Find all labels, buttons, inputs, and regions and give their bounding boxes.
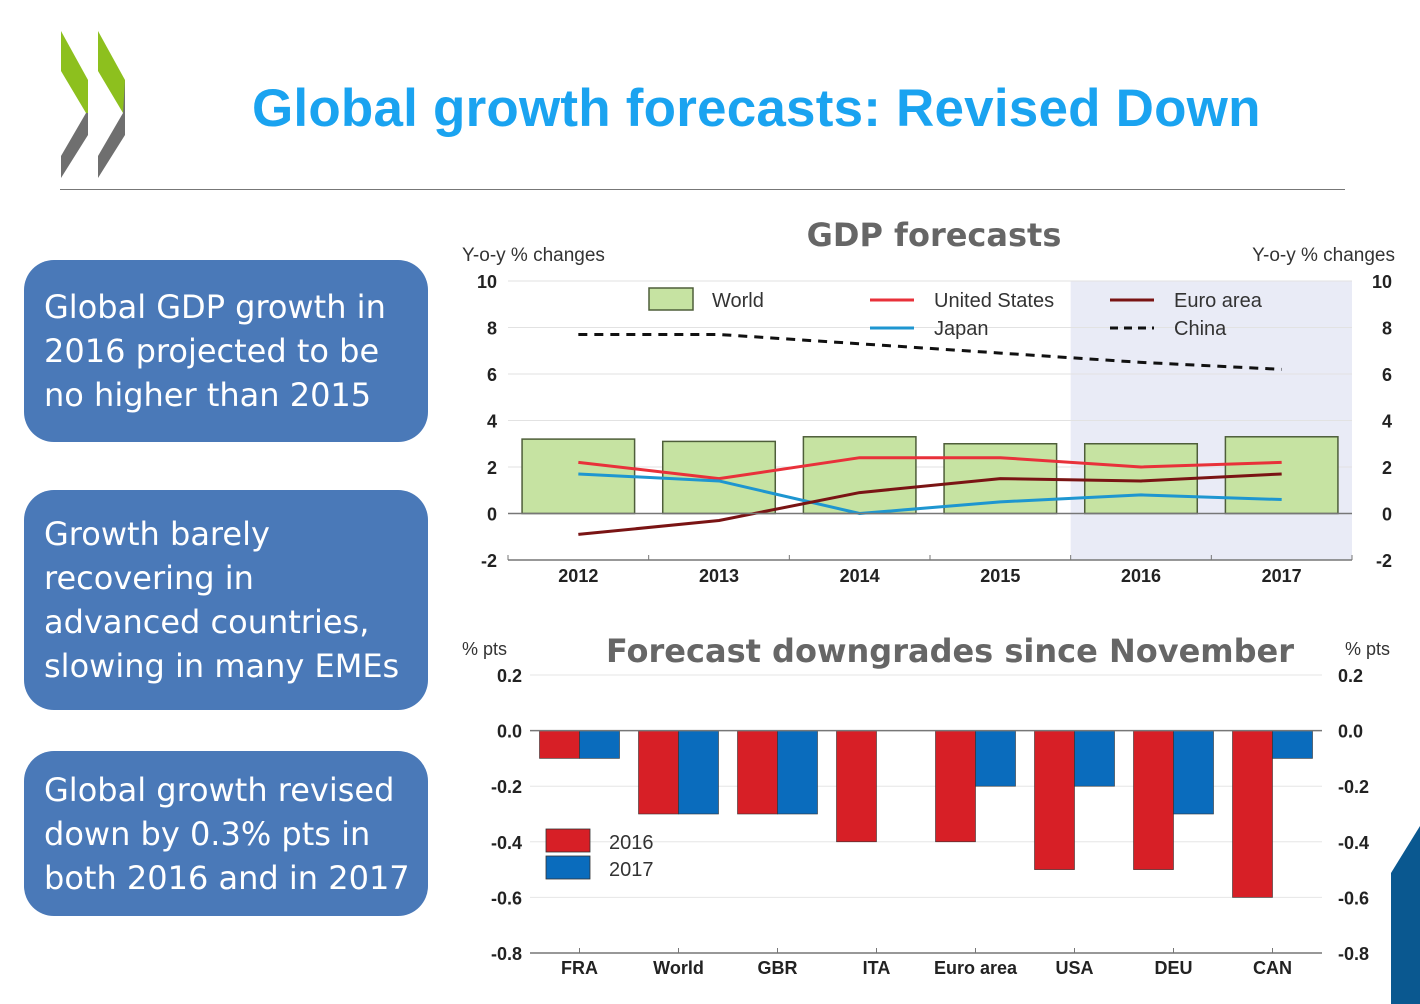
downgrade-bar-2016 — [737, 730, 778, 815]
gdp-ytick-right: -2 — [1376, 551, 1392, 571]
downgrade-ytick-left: -0.4 — [491, 833, 522, 853]
legend-label-china: China — [1174, 318, 1227, 340]
gdp-ytick-left: 2 — [487, 458, 497, 478]
downgrade-bar-2017 — [1074, 730, 1115, 787]
downgrade-bar-2016 — [539, 730, 580, 759]
world-bar — [802, 436, 917, 515]
gdp-x-label: 2013 — [699, 566, 739, 586]
downgrade-x-label: USA — [1055, 958, 1093, 978]
oecd-logo — [61, 31, 125, 178]
legend-label-united-states: United States — [934, 290, 1054, 312]
gdp-ytick-right: 10 — [1372, 272, 1392, 292]
callout-text: Global GDP growth in 2016 projected to b… — [44, 288, 386, 414]
logo-chevron-left-gray — [61, 80, 88, 178]
logo-chevron-right-green — [98, 31, 125, 113]
logo-chevron-right-gray — [98, 80, 125, 178]
gdp-ytick-right: 0 — [1382, 505, 1392, 525]
gdp-ytick-right: 2 — [1382, 458, 1392, 478]
gdp-x-label: 2012 — [558, 566, 598, 586]
downgrade-bar-2017 — [777, 730, 818, 815]
gdp-ytick-left: -2 — [481, 551, 497, 571]
legend-swatch-2016 — [545, 828, 591, 853]
downgrade-ytick-left: 0.2 — [497, 666, 522, 686]
legend-swatch-world — [648, 287, 694, 311]
logo-chevron-left-green — [61, 31, 88, 113]
gdp-forecasts-chart: 10 10 8 8 6 6 4 4 2 2 0 0 -2 -2 2012 2013 2014 2015 2016 20… — [462, 216, 1395, 586]
downgrade-bar-2016 — [1034, 730, 1075, 870]
gdp-ytick-right: 4 — [1382, 412, 1392, 432]
gdp-ytick-left: 4 — [487, 412, 497, 432]
line-euro-area — [578, 472, 1282, 536]
legend-label-2016: 2016 — [609, 832, 654, 854]
callout-text: Growth barely recovering in advanced cou… — [44, 515, 400, 685]
legend-label-japan: Japan — [934, 318, 989, 340]
line-japan — [578, 472, 1282, 515]
callout-advanced-emes: Growth barely recovering in advanced cou… — [24, 490, 428, 710]
legend-swatch-2017 — [545, 855, 591, 880]
forecast-downgrades-chart: 0.2 0.2 0.0 0.0 -0.2 -0.2 -0.4 -0.4 -0.6 -0.6 -0.8… — [462, 632, 1390, 978]
line-united-states — [578, 456, 1282, 481]
gdp-ytick-left: 0 — [487, 505, 497, 525]
gdp-gridlines — [508, 280, 1352, 468]
downgrade-ylabel-left: % pts — [462, 639, 507, 659]
downgrade-x-label: World — [653, 958, 704, 978]
downgrade-ytick-left: -0.6 — [491, 888, 522, 908]
downgrade-ytick-right: 0.2 — [1338, 666, 1363, 686]
callout-text: Global growth revised down by 0.3% pts i… — [44, 770, 410, 897]
callout-gdp-2016: Global GDP growth in 2016 projected to b… — [24, 260, 428, 442]
downgrade-bar-2017 — [678, 730, 719, 815]
downgrade-legend: 2016 2017 — [545, 828, 654, 881]
downgrade-ytick-left: -0.2 — [491, 777, 522, 797]
gdp-ylabel-right: Y-o-y % changes — [1252, 245, 1395, 266]
downgrade-ytick-right: -0.2 — [1338, 777, 1369, 797]
legend-label-2017: 2017 — [609, 859, 654, 881]
downgrade-bar-2017 — [579, 730, 620, 759]
country-lines — [578, 332, 1282, 536]
title-divider — [60, 189, 1345, 190]
downgrade-x-label: ITA — [863, 958, 891, 978]
callout-revised-down: Global growth revised down by 0.3% pts i… — [24, 751, 428, 916]
legend-label-euro-area: Euro area — [1174, 290, 1263, 312]
gdp-ytick-left: 10 — [477, 272, 497, 292]
downgrade-bar-2017 — [1173, 730, 1214, 815]
downgrade-x-label: GBR — [758, 958, 798, 978]
downgrade-bar-2017 — [1272, 730, 1313, 759]
gdp-x-label: 2014 — [840, 566, 880, 586]
gdp-x-label: 2015 — [980, 566, 1020, 586]
slide-title: Global growth forecasts: Revised Down — [252, 79, 1261, 138]
gdp-axes: 10 10 8 8 6 6 4 4 2 2 0 0 -2 -2 2012 2013 2014 2015 2016 20… — [477, 272, 1392, 586]
downgrade-axes: 0.2 0.2 0.0 0.0 -0.2 -0.2 -0.4 -0.4 -0.6 -0.6 -0.8… — [491, 666, 1369, 978]
downgrade-ytick-right: 0.0 — [1338, 722, 1363, 742]
downgrade-x-label: DEU — [1154, 958, 1192, 978]
downgrade-bar-2016 — [935, 730, 976, 843]
gdp-x-label: 2016 — [1121, 566, 1161, 586]
downgrade-ytick-left: 0.0 — [497, 722, 522, 742]
gdp-legend: World United States Japan Euro area Chin… — [648, 287, 1263, 340]
gdp-ytick-right: 6 — [1382, 365, 1392, 385]
line-china — [578, 332, 1282, 371]
downgrade-ytick-right: -0.4 — [1338, 833, 1369, 853]
downgrade-ytick-right: -0.8 — [1338, 944, 1369, 964]
downgrade-bar-2016 — [638, 730, 679, 815]
gdp-ytick-right: 8 — [1382, 319, 1392, 339]
gdp-x-label: 2017 — [1262, 566, 1302, 586]
downgrade-x-label: Euro area — [934, 958, 1018, 978]
gdp-ytick-left: 6 — [487, 365, 497, 385]
downgrade-bar-2017 — [975, 730, 1016, 787]
downgrade-bar-2016 — [836, 730, 877, 843]
gdp-chart-title: GDP forecasts — [807, 216, 1062, 254]
downgrade-ylabel-right: % pts — [1345, 639, 1390, 659]
downgrade-ytick-left: -0.8 — [491, 944, 522, 964]
downgrade-bar-2016 — [1133, 730, 1174, 870]
downgrade-x-label: CAN — [1253, 958, 1292, 978]
downgrade-x-label: FRA — [561, 958, 598, 978]
downgrade-chart-title: Forecast downgrades since November — [606, 632, 1294, 670]
legend-label-world: World — [712, 290, 764, 312]
downgrade-ytick-right: -0.6 — [1338, 888, 1369, 908]
downgrade-bars — [539, 730, 1313, 898]
gdp-ytick-left: 8 — [487, 319, 497, 339]
gdp-ylabel-left: Y-o-y % changes — [462, 245, 605, 266]
downgrade-bar-2016 — [1232, 730, 1273, 898]
